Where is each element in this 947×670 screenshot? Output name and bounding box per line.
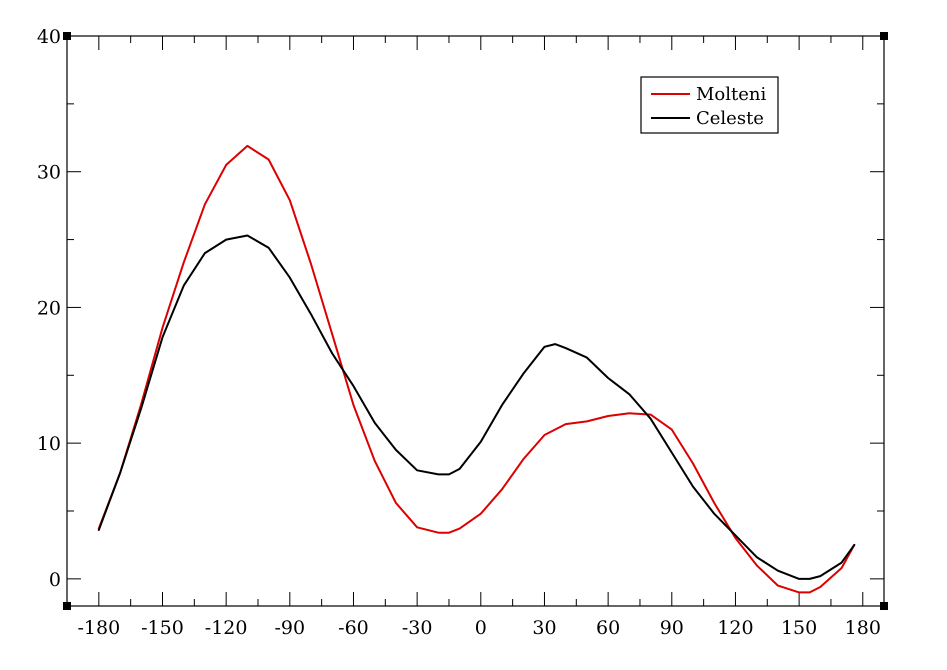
series-layer [97, 144, 856, 594]
x-tick-label: 120 [717, 617, 753, 639]
y-tick-label: 40 [37, 26, 61, 48]
x-tick-label: -60 [338, 617, 369, 639]
legend-box [640, 76, 779, 134]
corner-handle [63, 32, 71, 40]
series-line-molteni [97, 144, 856, 594]
corner-handle [63, 602, 71, 610]
x-tick-label: -180 [77, 617, 120, 639]
y-tick-label: 30 [37, 162, 61, 184]
x-tick-label: 0 [475, 617, 487, 639]
x-tick-label: -30 [402, 617, 433, 639]
legend-label-celeste: Celeste [696, 108, 764, 129]
series-line-celeste [97, 234, 856, 580]
x-tick-label: 30 [532, 617, 556, 639]
x-tick-label: 90 [660, 617, 684, 639]
axis-tick-labels: -180 -150 -120 -90 -60 -30 0 30 60 90 120 150 180 0 10… [37, 26, 881, 639]
plot-frame [66, 35, 885, 607]
legend: Molteni Celeste [640, 76, 779, 134]
y-tick-label: 0 [49, 569, 61, 591]
y-tick-label: 10 [37, 433, 61, 455]
corner-handle [880, 32, 888, 40]
x-tick-label: -150 [141, 617, 184, 639]
y-tick-label: 20 [37, 297, 61, 319]
x-tick-label: 180 [845, 617, 881, 639]
corner-handle [880, 602, 888, 610]
legend-label-molteni: Molteni [696, 84, 767, 105]
x-tick-label: 60 [596, 617, 620, 639]
corner-handles [63, 32, 888, 610]
x-tick-label: -90 [275, 617, 306, 639]
x-tick-label: 150 [781, 617, 817, 639]
x-tick-label: -120 [205, 617, 248, 639]
axis-ticks [67, 35, 884, 606]
